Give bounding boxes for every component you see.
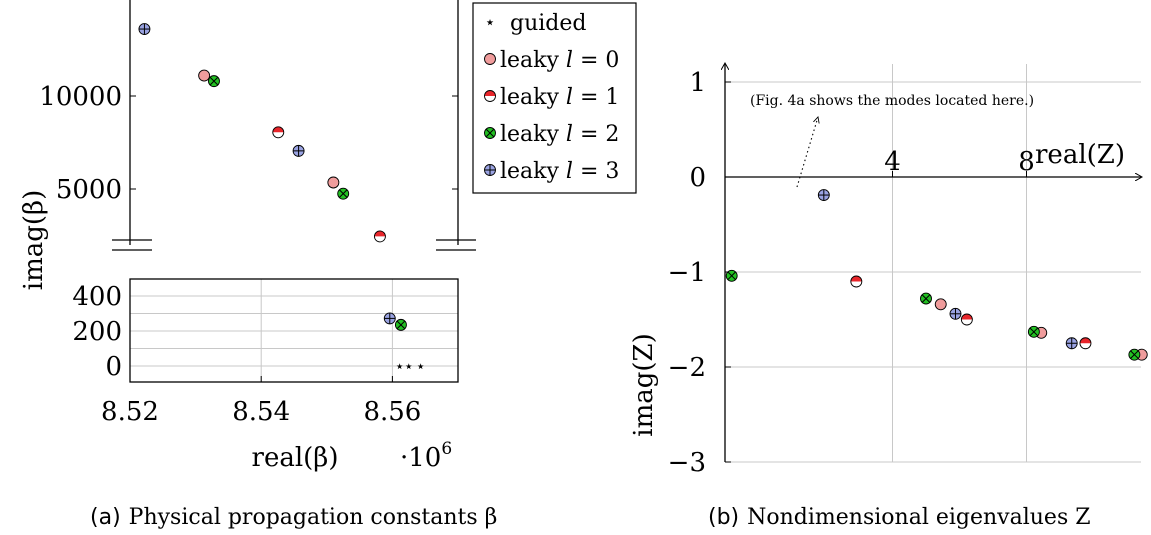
data-point-guided: ⋆ <box>404 356 414 375</box>
panel-b-annotation: (Fig. 4a shows the modes located here.) <box>750 93 1034 109</box>
legend-item-l2: leaky 𝑙 = 2 <box>484 122 619 147</box>
legend-label: leaky 𝑙 = 3 <box>500 159 619 184</box>
svg-text:⋆: ⋆ <box>395 356 405 375</box>
panel-b-annotation-arrow <box>796 117 818 188</box>
panel-b-ylabel: imag(Z) <box>629 333 659 436</box>
legend-marker-l0 <box>484 53 496 65</box>
data-point-l3 <box>383 312 396 325</box>
data-point-l2 <box>208 75 220 88</box>
panel-b-gridlines <box>725 64 1141 463</box>
data-point-l1 <box>272 126 285 139</box>
panel-a-lower-frame <box>129 278 459 383</box>
data-point-l3 <box>1065 337 1078 350</box>
panel-b-y-tick-label: −2 <box>668 353 706 383</box>
data-point-l3 <box>817 189 830 202</box>
panel-b-y-tick-label: 1 <box>689 68 706 98</box>
svg-text:⋆: ⋆ <box>484 13 495 33</box>
panel-b-caption: (b) Nondimensional eigenvalues Z <box>708 505 1091 530</box>
data-point-l2 <box>1027 325 1040 338</box>
legend-item-l3: leaky 𝑙 = 3 <box>484 159 619 184</box>
panel-a-xlabel: real(β) <box>252 443 339 473</box>
panel-b-y-tick-label: −3 <box>668 448 706 478</box>
panel-b-points <box>725 189 1148 361</box>
legend-item-l1: leaky 𝑙 = 1 <box>484 85 619 110</box>
panel-a-x-tick-label: 8.54 <box>232 397 290 427</box>
legend-marker-l1 <box>484 90 496 102</box>
data-point-l1 <box>850 275 863 288</box>
legend-marker-l3 <box>484 164 496 176</box>
data-point-l2 <box>1128 348 1141 361</box>
panel-a-y-tick-label: 400 <box>72 282 122 312</box>
data-point-l2 <box>725 269 738 282</box>
data-point-l0 <box>327 176 340 189</box>
panel-b: 4 8 1 0 −1 −2 −3 real(Z) imag(Z) (Fig. 4a show… <box>629 64 1148 530</box>
data-point-l2 <box>337 187 350 200</box>
legend-label: guided <box>510 11 586 36</box>
data-point-l0 <box>198 69 211 82</box>
data-point-guided: ⋆ <box>416 356 426 375</box>
data-point-l3 <box>138 23 151 35</box>
panel-b-x-tick-label: 4 <box>884 147 901 177</box>
panel-a-legend: ⋆ guided leaky 𝑙 = 0 leaky 𝑙 = 1 leaky 𝑙 = 2… <box>472 2 637 194</box>
legend-label: leaky 𝑙 = 1 <box>500 85 619 110</box>
panel-b-xlabel: real(Z) <box>1035 140 1125 170</box>
panel-a-y-tick-label: 0 <box>105 352 122 382</box>
data-point-l1 <box>1079 337 1092 350</box>
panel-a-ylabel: imag(β) <box>19 190 49 290</box>
panel-a-x-multiplier: ·106 <box>400 439 452 473</box>
legend-label: leaky 𝑙 = 2 <box>500 122 619 147</box>
svg-text:⋆: ⋆ <box>404 356 414 375</box>
panel-a-x-tick-label: 8.52 <box>101 397 159 427</box>
panel-a-x-tick-label: 8.56 <box>363 397 421 427</box>
panel-a-caption: (a) Physical propagation constants β <box>90 505 497 530</box>
panel-b-ticks: 4 8 1 0 −1 −2 −3 <box>668 68 1035 478</box>
panel-b-y-tick-label: 0 <box>689 163 706 193</box>
data-point-l3 <box>949 307 962 320</box>
legend-item-l0: leaky 𝑙 = 0 <box>484 48 619 73</box>
panel-a-points: ⋆ ⋆ ⋆ <box>138 23 426 375</box>
panel-a-y-tick-label: 5000 <box>56 175 122 205</box>
data-point-l0 <box>934 298 947 311</box>
legend-box <box>472 2 637 194</box>
legend-marker-l2 <box>484 127 496 139</box>
panel-b-x-tick-label: 8 <box>1018 147 1035 177</box>
svg-text:⋆: ⋆ <box>416 356 426 375</box>
legend-item-guided: ⋆ guided <box>484 11 586 36</box>
panel-b-y-tick-label: −1 <box>668 258 706 288</box>
data-point-guided: ⋆ <box>395 356 405 375</box>
data-point-l3 <box>292 144 305 157</box>
data-point-l2 <box>920 292 932 305</box>
data-point-l1 <box>373 230 386 243</box>
data-point-l2 <box>394 318 407 331</box>
panel-a-axis-break <box>112 239 476 251</box>
panel-a-ticks: 8.52 8.54 8.56 5000 10000 0 200 400 <box>39 82 458 427</box>
data-point-l1 <box>960 313 973 326</box>
panel-a-y-tick-label: 200 <box>72 317 122 347</box>
panel-a-y-tick-label: 10000 <box>39 82 122 112</box>
legend-marker-guided: ⋆ <box>484 13 495 33</box>
legend-label: leaky 𝑙 = 0 <box>500 48 619 73</box>
